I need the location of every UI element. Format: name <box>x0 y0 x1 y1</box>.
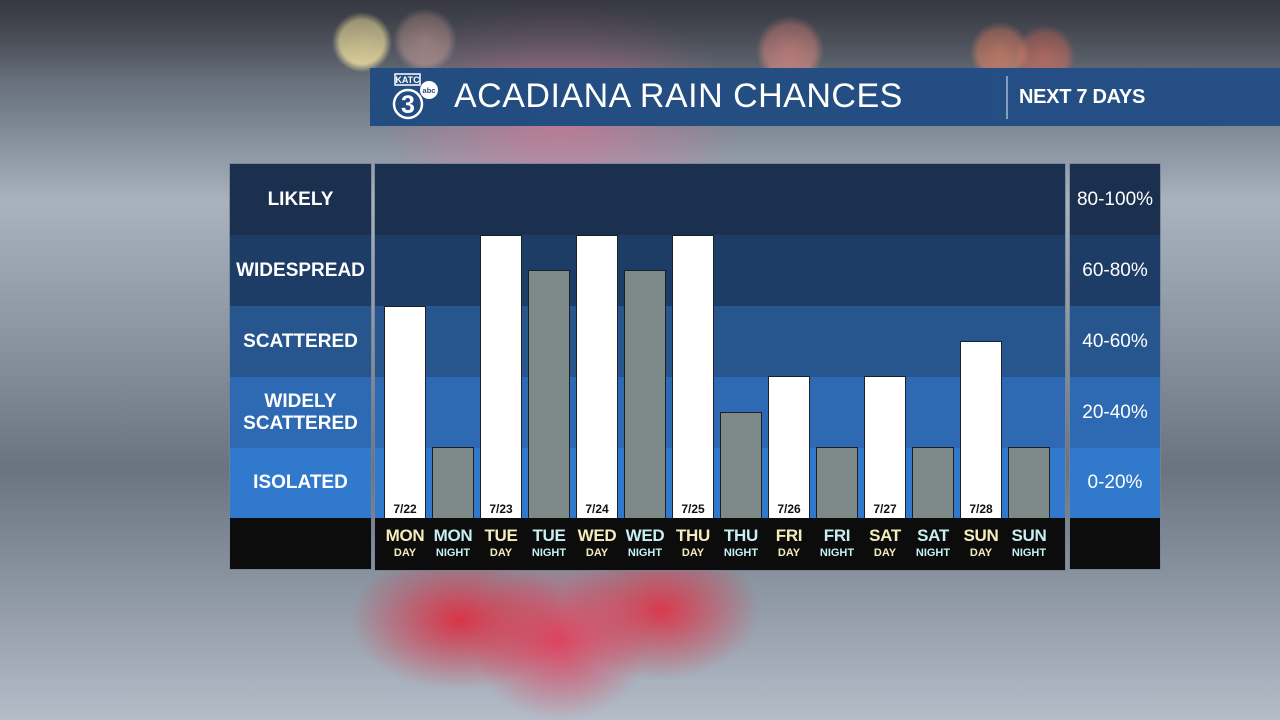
period-part: NIGHT <box>1011 547 1047 559</box>
chart-subtitle: NEXT 7 DAYS <box>1019 86 1146 108</box>
percent-axis-right: 80-100% 60-80% 40-60% 20-40% 0-20% <box>1069 163 1161 570</box>
bar-series: 7/22 7/23 7/24 7/25 7/26 7/27 7/28 <box>375 164 1065 518</box>
band-likely <box>375 164 1065 235</box>
period-day: SAT <box>869 526 901 545</box>
bar-sun-day: 7/28 <box>960 341 1002 518</box>
period-part: NIGHT <box>435 547 471 559</box>
period-part: DAY <box>393 547 417 559</box>
period-day: FRI <box>823 526 851 545</box>
band-label-isolated: ISOLATED <box>230 448 371 518</box>
left-footer <box>230 518 371 569</box>
bar-thu-night <box>720 412 762 518</box>
period-label: FRI DAY <box>765 527 813 560</box>
period-day: MON <box>385 526 425 545</box>
period-label: SAT NIGHT <box>909 527 957 560</box>
bar-date-label: 7/26 <box>777 502 801 516</box>
period-label: MON DAY <box>381 527 429 560</box>
bar-sat-night <box>912 447 954 518</box>
bar-mon-day: 7/22 <box>384 306 426 518</box>
band-range-20-40: 20-40% <box>1070 377 1160 448</box>
header-divider <box>1006 76 1008 119</box>
bar-date-label: 7/24 <box>585 502 609 516</box>
period-day: SUN <box>1011 526 1047 545</box>
period-label: SUN DAY <box>957 527 1005 560</box>
period-part: NIGHT <box>627 547 663 559</box>
period-part: NIGHT <box>531 547 567 559</box>
band-label-scattered: SCATTERED <box>230 306 371 377</box>
right-footer <box>1070 518 1160 569</box>
period-day: MON <box>433 526 473 545</box>
chart-title: ACADIANA RAIN CHANCES <box>454 77 903 115</box>
period-part: DAY <box>489 547 513 559</box>
svg-text:3: 3 <box>401 91 415 119</box>
period-label: THU NIGHT <box>717 527 765 560</box>
bar-thu-day: 7/25 <box>672 235 714 518</box>
band-range-0-20: 0-20% <box>1070 448 1160 518</box>
band-range-80-100: 80-100% <box>1070 164 1160 235</box>
period-label: SAT DAY <box>861 527 909 560</box>
period-part: NIGHT <box>723 547 759 559</box>
bar-wed-day: 7/24 <box>576 235 618 518</box>
period-day: SAT <box>917 526 949 545</box>
svg-text:KATC: KATC <box>395 75 420 85</box>
period-label: FRI NIGHT <box>813 527 861 560</box>
period-part: DAY <box>585 547 609 559</box>
period-day: WED <box>577 526 617 545</box>
title-bar: KATC 3 abc ACADIANA RAIN CHANCES NEXT 7 … <box>370 68 1280 126</box>
period-day: FRI <box>775 526 803 545</box>
band-label-widespread: WIDESPREAD <box>230 235 371 306</box>
period-day: SUN <box>963 526 999 545</box>
period-label: WED DAY <box>573 527 621 560</box>
period-label: TUE NIGHT <box>525 527 573 560</box>
period-day: TUE <box>532 526 566 545</box>
bar-wed-night <box>624 270 666 518</box>
period-label: MON NIGHT <box>429 527 477 560</box>
svg-text:abc: abc <box>423 86 436 95</box>
period-labels: MON DAY MON NIGHT TUE DAY TUE NIGHT WED DAY WED NIG… <box>375 518 1065 570</box>
period-day: THU <box>723 526 759 545</box>
bar-date-label: 7/27 <box>873 502 897 516</box>
katc-abc-logo-icon: KATC 3 abc <box>392 73 438 120</box>
period-part: NIGHT <box>915 547 951 559</box>
period-day: THU <box>675 526 711 545</box>
period-part: DAY <box>681 547 705 559</box>
category-axis-left: LIKELY WIDESPREAD SCATTERED WIDELY SCATT… <box>229 163 372 570</box>
bar-fri-day: 7/26 <box>768 376 810 518</box>
bar-mon-night <box>432 447 474 518</box>
period-label: TUE DAY <box>477 527 525 560</box>
bar-date-label: 7/23 <box>489 502 513 516</box>
band-range-60-80: 60-80% <box>1070 235 1160 306</box>
bar-date-label: 7/25 <box>681 502 705 516</box>
bar-fri-night <box>816 447 858 518</box>
bar-tue-night <box>528 270 570 518</box>
period-day: TUE <box>484 526 518 545</box>
period-part: DAY <box>873 547 897 559</box>
period-part: DAY <box>969 547 993 559</box>
bar-tue-day: 7/23 <box>480 235 522 518</box>
period-label: WED NIGHT <box>621 527 669 560</box>
bar-date-label: 7/28 <box>969 502 993 516</box>
period-day: WED <box>625 526 665 545</box>
period-part: NIGHT <box>819 547 855 559</box>
bar-sat-day: 7/27 <box>864 376 906 518</box>
period-label-strip <box>375 518 1065 570</box>
bar-date-label: 7/22 <box>393 502 417 516</box>
period-part: DAY <box>777 547 801 559</box>
period-label: SUN NIGHT <box>1005 527 1053 560</box>
band-label-widely-scattered: WIDELY SCATTERED <box>230 377 371 448</box>
period-label: THU DAY <box>669 527 717 560</box>
band-label-likely: LIKELY <box>230 164 371 235</box>
rain-chance-chart: 7/22 7/23 7/24 7/25 7/26 7/27 7/28 MON DAY MON NI… <box>374 163 1066 571</box>
band-range-40-60: 40-60% <box>1070 306 1160 377</box>
bar-sun-night <box>1008 447 1050 518</box>
